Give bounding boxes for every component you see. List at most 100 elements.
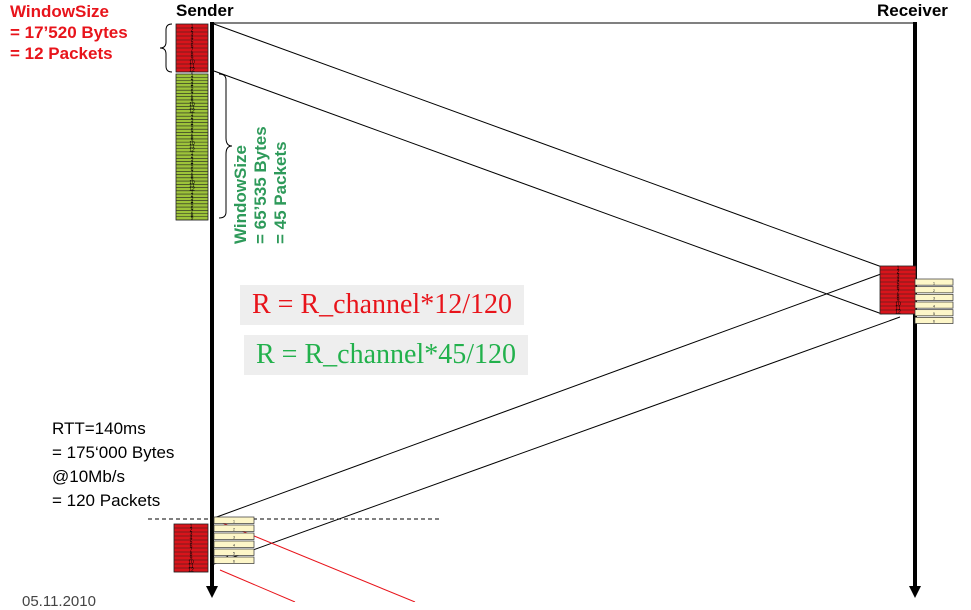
packet-number: 6 (191, 44, 194, 50)
packet-number: 10 (895, 302, 901, 308)
packet-number: 3 (190, 532, 193, 538)
packet-number: 8 (191, 134, 194, 140)
packet-number: 12 (188, 568, 194, 574)
ack-packet (914, 309, 954, 317)
ack-packet (213, 532, 255, 540)
packet-number: 7 (191, 131, 194, 137)
packet-number: 2 (191, 154, 194, 160)
packet-number: 8 (191, 95, 194, 101)
packet-number: 11 (189, 183, 194, 189)
packet-number: 8 (190, 552, 193, 558)
packet-number: 11 (189, 64, 194, 70)
packet-number: 5 (191, 203, 194, 209)
packet-number: 9 (191, 177, 194, 183)
ack-packet (914, 278, 954, 286)
packet-number: 6 (190, 544, 193, 550)
packet-number: 9 (191, 216, 194, 222)
ack-number: 5 (233, 551, 236, 556)
packet-number: 6 (191, 128, 194, 134)
packet-number: 10 (189, 102, 195, 108)
packet-number: 4 (191, 199, 194, 205)
packet-number: 4 (191, 82, 194, 88)
formula-large-window: R = R_channel*45/120 (244, 335, 528, 375)
packet-number: 12 (189, 147, 195, 153)
packet-number: 5 (190, 540, 193, 546)
sender-ack-stack: 1 2 3 4 5 6 (213, 516, 255, 564)
ack-packet (914, 293, 954, 301)
packet-number: 9 (191, 56, 194, 62)
large-window-brace (218, 73, 233, 219)
packet-number: 6 (191, 167, 194, 173)
packet-number: 9 (897, 298, 900, 304)
packet-number: 12 (189, 108, 195, 114)
packet-number: 2 (191, 28, 194, 34)
receiver-label: Receiver (877, 1, 948, 20)
ack-number: 4 (233, 543, 236, 548)
packet-number: 4 (190, 536, 193, 542)
ack-packet (213, 556, 255, 564)
ack-packet (213, 540, 255, 548)
packet-number: 9 (191, 138, 194, 144)
packet-number: 5 (191, 40, 194, 46)
packet-number: 4 (191, 36, 194, 42)
packet-number: 8 (191, 173, 194, 179)
packet-number: 8 (897, 294, 900, 300)
packet-number: 9 (191, 99, 194, 105)
packet-number: 3 (191, 79, 194, 85)
packet-number: 1 (191, 24, 194, 30)
packet-block-fill (175, 73, 209, 221)
packet-number: 7 (190, 548, 193, 554)
sender-green-window-block: 1234567891011121234567891011121234567891… (175, 73, 209, 222)
ack-number: 6 (233, 559, 236, 564)
ack-number: 6 (933, 319, 936, 324)
packet-number: 3 (191, 157, 194, 163)
ack-number: 3 (933, 296, 936, 301)
packet-number: 2 (191, 193, 194, 199)
ack-packet (914, 316, 954, 324)
packet-number: 11 (189, 144, 194, 150)
packet-number: 2 (191, 115, 194, 121)
rtt-note: RTT=140ms = 175‘000 Bytes @10Mb/s = 120 … (52, 419, 175, 510)
sender-timeline (206, 22, 218, 598)
formula-small-window: R = R_channel*12/120 (240, 285, 524, 325)
packet-number: 10 (189, 141, 195, 147)
packet-number: 6 (897, 286, 900, 292)
packet-number: 2 (897, 270, 900, 276)
packet-number: 12 (189, 68, 195, 74)
packet-number: 2 (190, 528, 193, 534)
packet-number: 2 (191, 76, 194, 82)
packet-number: 10 (188, 560, 194, 566)
packet-number: 3 (897, 274, 900, 280)
receiver-ack-stack: 1 2 3 4 5 6 (914, 278, 954, 324)
packet-number: 12 (189, 186, 195, 192)
ack-packet (213, 516, 255, 524)
packet-number: 1 (190, 524, 193, 530)
ack-number: 1 (933, 280, 936, 285)
packet-number: 1 (897, 266, 900, 272)
packet-number: 3 (191, 118, 194, 124)
packet-number: 10 (189, 60, 195, 66)
packet-number: 10 (189, 180, 195, 186)
packet-number: 7 (191, 209, 194, 215)
packet-number: 1 (191, 112, 194, 118)
ack-number: 5 (933, 311, 936, 316)
packet-number: 3 (191, 196, 194, 202)
packet-number: 4 (191, 160, 194, 166)
packet-number: 7 (191, 92, 194, 98)
packet-number: 5 (191, 86, 194, 92)
sender-label: Sender (176, 1, 234, 20)
packet-number: 5 (897, 282, 900, 288)
ack-number: 1 (233, 519, 236, 524)
packet-number: 6 (191, 206, 194, 212)
packet-number: 4 (897, 278, 900, 284)
small-window-size-label: WindowSize = 17’520 Bytes = 12 Packets (10, 2, 128, 63)
packet-number: 5 (191, 125, 194, 131)
ack-number: 2 (233, 527, 236, 532)
packet-number: 7 (897, 290, 900, 296)
packet-number: 6 (191, 89, 194, 95)
